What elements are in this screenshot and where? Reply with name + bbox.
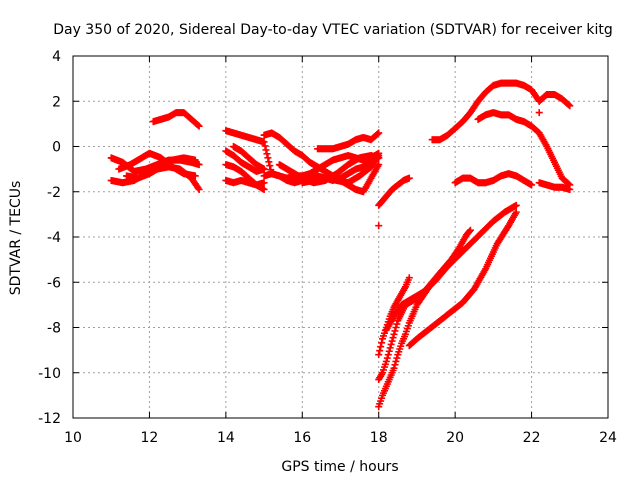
y-tick-label: 4 — [52, 49, 61, 65]
data-point — [191, 172, 199, 180]
data-point — [266, 162, 274, 170]
data-point — [191, 156, 199, 164]
data-point — [194, 184, 202, 192]
series-h3 — [451, 170, 536, 189]
data-point — [262, 146, 270, 154]
data-point — [535, 109, 543, 117]
y-tick-label: -6 — [47, 275, 61, 291]
series-d4 — [298, 152, 383, 187]
data-point — [260, 138, 268, 146]
series-a3 — [115, 149, 199, 180]
data-point — [375, 152, 383, 160]
data-point — [383, 354, 391, 362]
x-tick-label: 16 — [293, 430, 311, 446]
data-point — [392, 324, 400, 331]
series-f1 — [375, 174, 413, 209]
data-point — [263, 150, 271, 158]
data-point — [390, 330, 398, 338]
y-tick-label: -10 — [38, 366, 61, 382]
plot-frame — [72, 55, 609, 419]
data-point — [388, 337, 396, 345]
x-axis-label: GPS time / hours — [281, 459, 398, 475]
data-point — [195, 161, 203, 169]
y-tick-label: 0 — [52, 140, 61, 156]
series-h6 — [535, 109, 543, 117]
series-b1 — [149, 109, 203, 130]
series-h1 — [428, 79, 543, 144]
data-point — [375, 351, 383, 359]
data-point — [389, 334, 397, 342]
series-e1 — [314, 129, 383, 153]
x-tick-label: 12 — [141, 430, 159, 446]
chart-title: Day 350 of 2020, Sidereal Day-to-day VTE… — [53, 22, 613, 38]
series-h2 — [474, 109, 574, 189]
data-point — [393, 320, 401, 328]
series-h4 — [535, 179, 574, 193]
data-point — [264, 154, 272, 162]
data-point — [375, 222, 383, 230]
x-tick-label: 24 — [599, 430, 617, 446]
series-a4 — [123, 154, 199, 182]
y-tick-label: -4 — [47, 230, 61, 246]
data-point — [528, 181, 536, 189]
data-point — [376, 347, 384, 355]
series-f2 — [375, 222, 383, 230]
y-axis-label: SDTVAR / TECUs — [8, 181, 24, 296]
x-tick-label: 14 — [217, 430, 235, 446]
data-point — [260, 185, 268, 193]
data-point — [390, 364, 398, 372]
data-point — [387, 340, 395, 348]
series-g4 — [382, 201, 520, 334]
data-point — [382, 357, 390, 365]
data-point — [565, 101, 573, 109]
data-point — [195, 122, 203, 130]
data-point — [260, 179, 268, 187]
data-points — [107, 79, 574, 411]
data-point — [374, 153, 382, 161]
data-point — [385, 347, 393, 355]
data-point — [194, 121, 202, 129]
data-point — [393, 354, 401, 362]
data-point — [261, 142, 269, 150]
data-point — [195, 185, 203, 193]
data-point — [384, 351, 392, 359]
series-g5 — [405, 208, 520, 350]
data-point — [377, 343, 385, 351]
data-point — [405, 174, 413, 182]
y-tick-label: -12 — [38, 411, 61, 427]
y-tick-label: -2 — [47, 185, 61, 201]
y-tick-label: -8 — [47, 321, 61, 337]
data-point — [265, 158, 273, 166]
y-tick-label: 2 — [52, 94, 61, 110]
series-c4 — [222, 176, 268, 189]
series-c5 — [230, 143, 268, 173]
x-tick-label: 10 — [64, 430, 82, 446]
data-point — [391, 361, 399, 369]
data-point — [374, 130, 382, 138]
x-tick-label: 18 — [370, 430, 388, 446]
data-point — [465, 227, 473, 235]
data-point — [378, 339, 386, 347]
data-point — [405, 274, 413, 282]
data-point — [566, 102, 574, 110]
data-point — [386, 344, 394, 352]
data-point — [392, 357, 400, 365]
data-point — [512, 208, 520, 216]
series-h5 — [535, 90, 574, 110]
data-point — [512, 201, 520, 209]
data-point — [375, 129, 383, 137]
data-point — [566, 185, 574, 193]
data-point — [391, 327, 399, 335]
grid — [73, 56, 608, 418]
data-point — [466, 226, 474, 234]
data-point — [260, 165, 268, 173]
x-tick-label: 22 — [523, 430, 541, 446]
x-tick-label: 20 — [446, 430, 464, 446]
